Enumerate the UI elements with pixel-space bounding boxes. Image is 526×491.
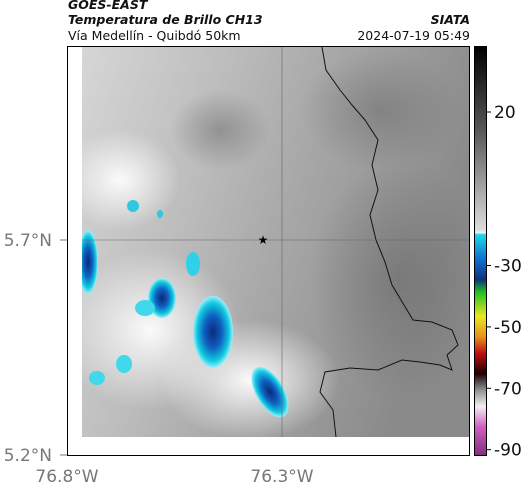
source: GOES-EAST: [68, 0, 149, 12]
title: Temperatura de Brillo CH13: [68, 12, 263, 27]
region: Vía Medellín - Quibdó 50km: [68, 28, 241, 43]
datetime: 2024-07-19 05:49: [357, 28, 470, 43]
lat-tick-label: 5.7°N: [4, 231, 52, 251]
lon-tick-label: 76.3°W: [250, 467, 313, 487]
satellite-image: ★: [82, 47, 469, 437]
map-frame: [67, 46, 470, 456]
city-marker: ★: [258, 233, 269, 247]
colorbar-tick-label: -90: [494, 441, 522, 461]
lat-tick-label: 5.2°N: [4, 446, 52, 466]
colorbar-tick-label: -70: [494, 379, 522, 399]
colorbar-tick-label: -50: [494, 318, 522, 338]
colorbar: [474, 46, 487, 456]
colorbar-ticks: 20 -30 -50 -70 -90: [486, 103, 522, 461]
org: SIATA: [431, 12, 470, 27]
colorbar-tick-label: 20: [494, 103, 516, 123]
colorbar-tick-label: -30: [494, 257, 522, 277]
lon-tick-label: 76.8°W: [35, 467, 98, 487]
